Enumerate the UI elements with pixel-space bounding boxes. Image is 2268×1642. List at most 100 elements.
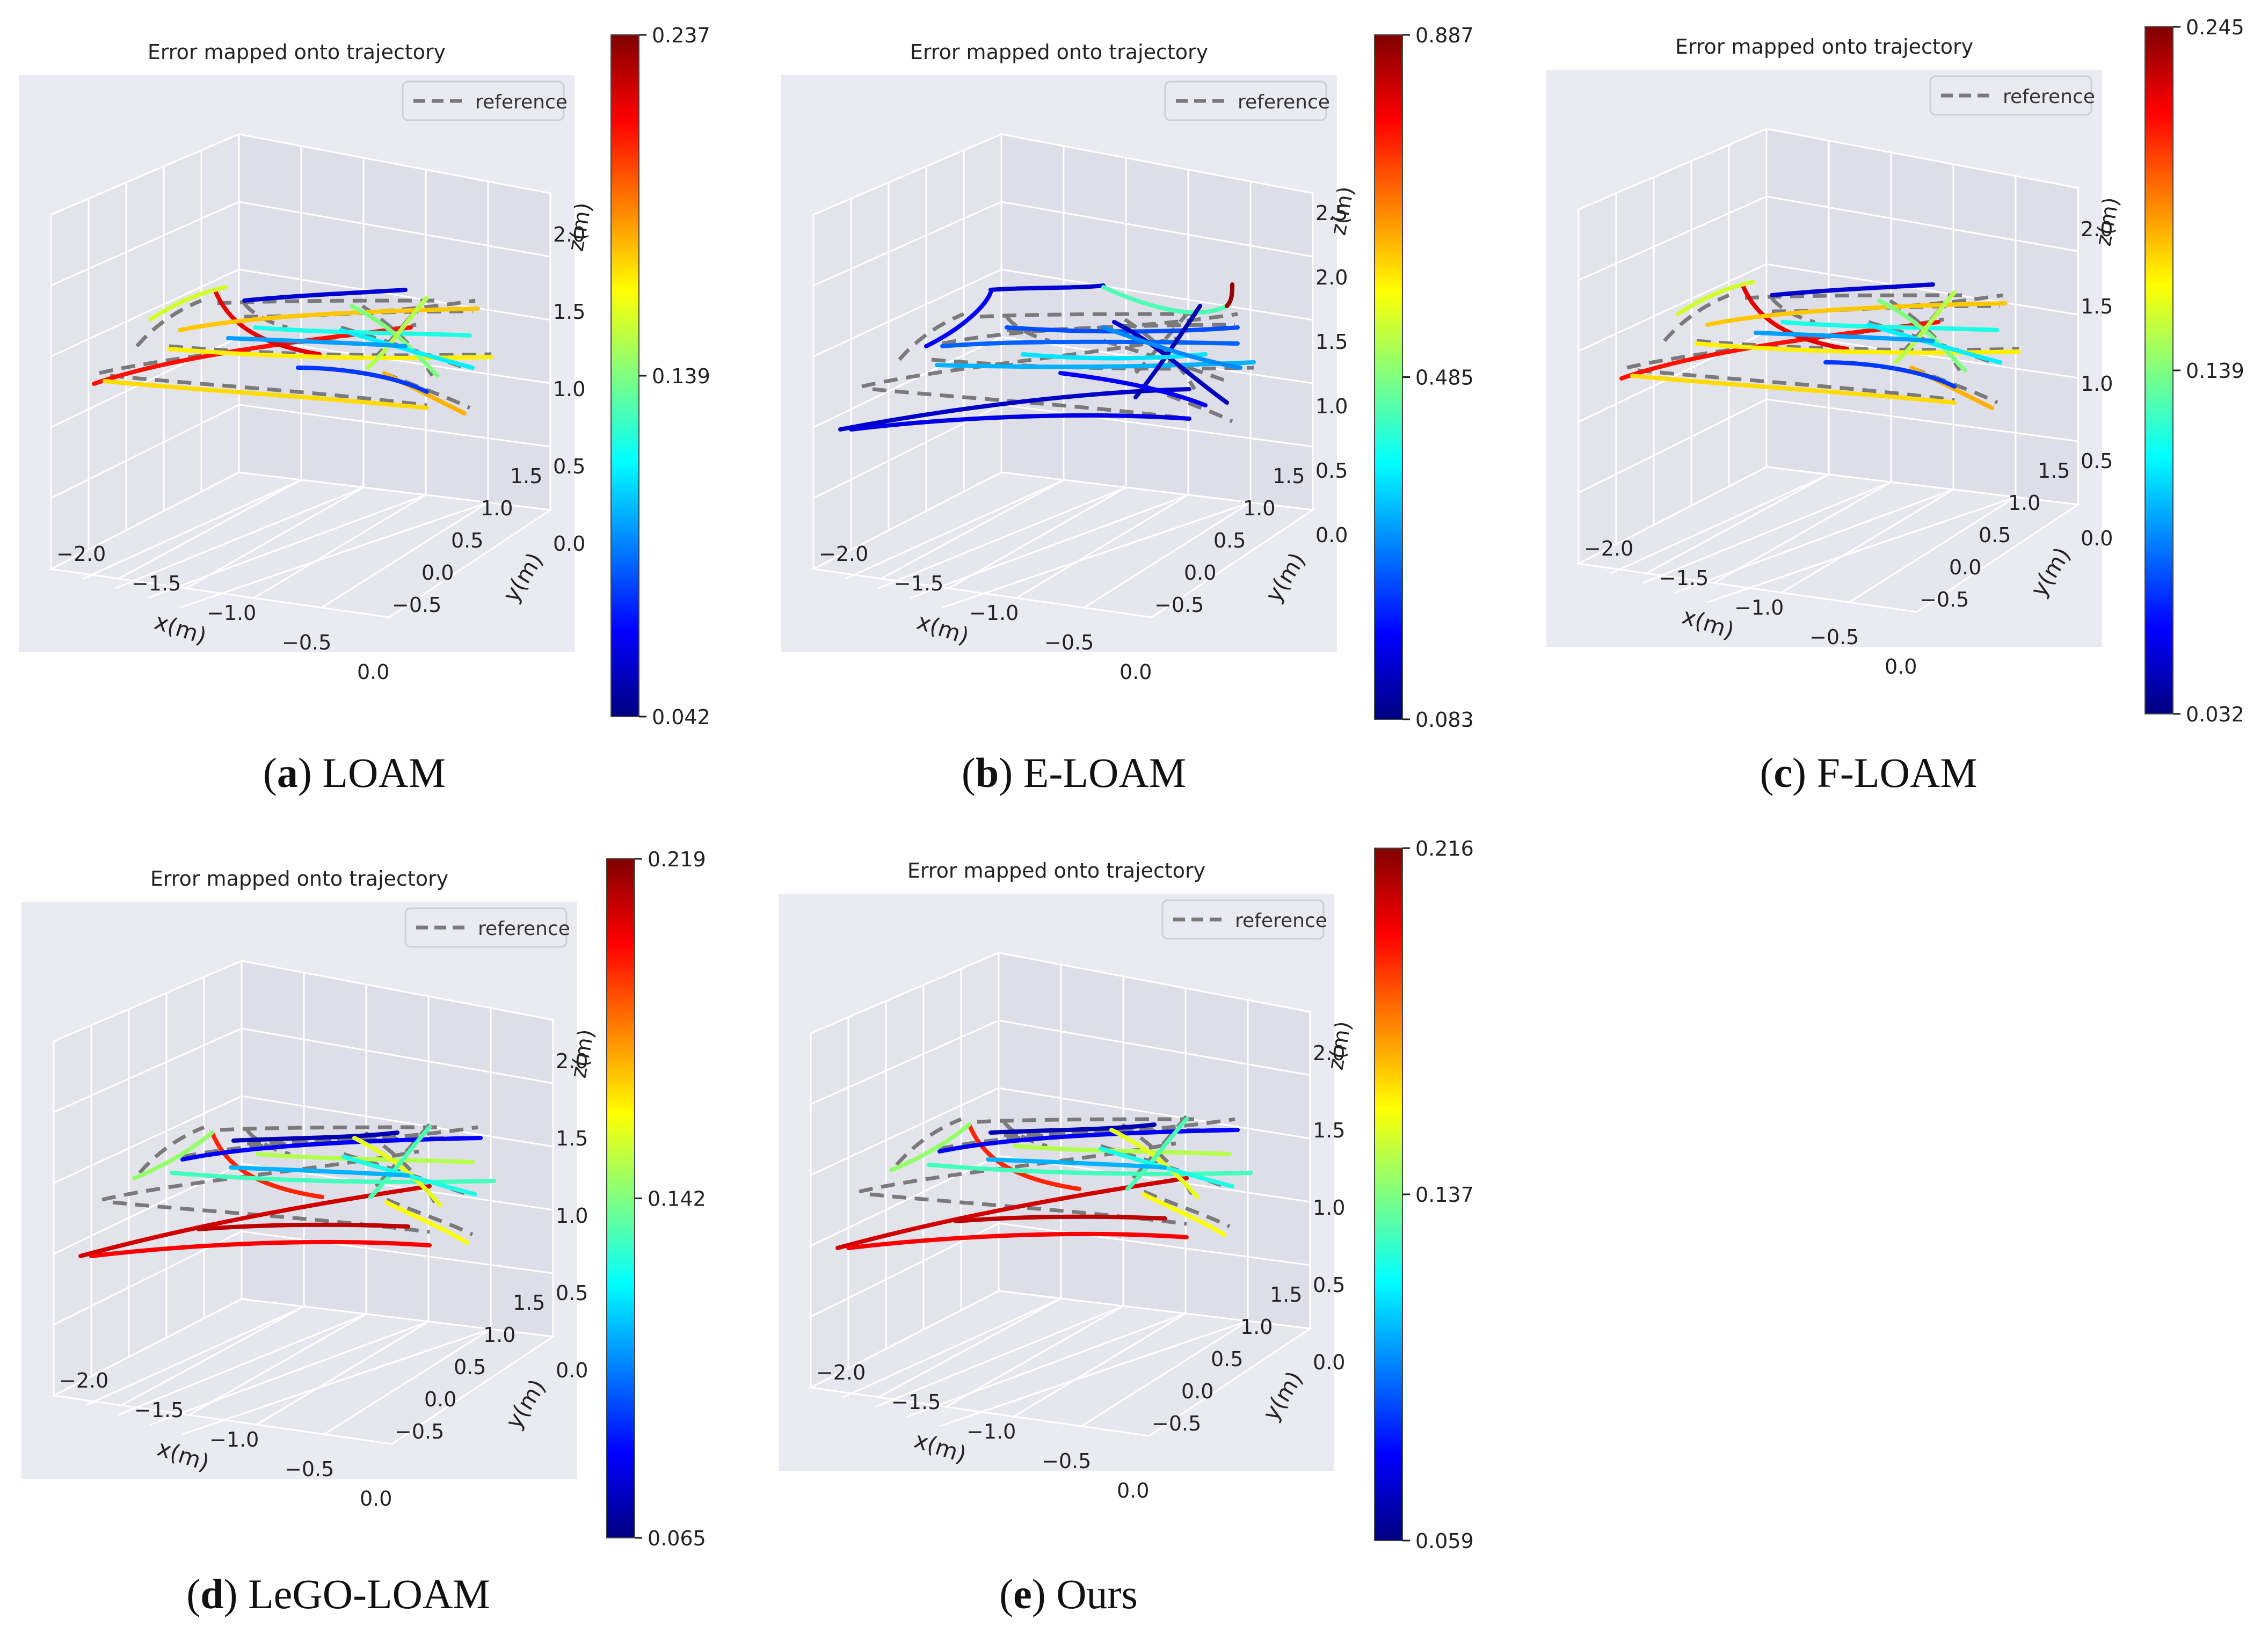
y-tick-label: −0.5 [1152,1412,1201,1435]
reference-segment [1005,315,1050,343]
trajectory-segment [384,1200,469,1245]
x-tick-label: −0.5 [1809,625,1859,649]
colorbar-max-label: 0.219 [648,848,706,871]
trajectory-segment [849,413,1191,432]
trajectory-segment [352,1136,442,1207]
x-tick-label: −1.0 [966,1420,1016,1443]
z-tick-label: 2.0 [1315,266,1348,289]
reference-segment [1744,293,1971,300]
z-tick-label: 1.0 [1315,395,1348,418]
colorbar-min-label: 0.083 [1415,708,1474,732]
panel-caption: (d) LeGO-LOAM [186,1571,490,1617]
reference-segment [977,1117,1203,1124]
colorbar [1374,848,1403,1541]
legend-label: reference [478,918,570,940]
legend: reference [404,907,570,948]
z-tick-label: 0.0 [556,1359,588,1382]
trajectory-segment [197,1222,410,1231]
z-tick-label: 0.0 [1315,523,1348,547]
trajectory-segment [1740,282,1849,351]
colorbar-max-label: 0.237 [652,24,710,47]
trajectory-segment [1770,282,1935,297]
trajectory-segment [1705,301,2008,327]
panel-caption: (c) F-LOAM [1760,749,1978,796]
floor-pane [808,1290,1313,1437]
estimated-trajectory [78,1125,496,1258]
reference-segment [1124,318,1197,390]
floor-pane [48,471,553,618]
y-tick-label: 1.0 [1240,1315,1273,1339]
z-tick-label: 0.0 [2081,527,2113,550]
y-tick-label: 0.0 [1181,1380,1213,1403]
z-tick-label: 1.0 [2081,372,2113,396]
y-tick-label: 0.5 [1979,523,2011,547]
trajectory-segment [1142,1192,1226,1237]
trajectory-segment [132,1130,214,1180]
x-tick-label: −1.5 [891,1390,941,1414]
plot-title: Error mapped onto trajectory [907,859,1205,882]
y-tick-label: 1.0 [483,1323,515,1347]
legend-label: reference [1238,91,1330,113]
x-tick-label: 0.0 [1885,655,1917,678]
trajectory-segment [940,339,1240,348]
trajectory-segment [967,1122,1081,1191]
x-tick-label: 0.0 [360,1487,392,1510]
trajectory-segment [986,1157,1167,1170]
estimated-trajectory [92,285,493,415]
reference-segment [861,336,1179,389]
z-tick-label: 0.0 [1313,1351,1345,1374]
colorbar [610,34,639,717]
trajectory-segment [1021,352,1208,361]
trajectory-segment [180,1136,483,1162]
legend-label: reference [2003,86,2095,108]
trajectory-segment [253,325,472,338]
trajectory-segment [1630,374,1957,405]
x-tick-label: −2.0 [816,1361,866,1384]
y-tick-label: 0.5 [451,529,483,552]
trajectory-segment [988,283,1106,292]
colorbar [606,858,635,1538]
x-tick-label: −1.5 [894,572,943,595]
trajectory-segment [1109,1128,1200,1199]
reference-segment [1143,1189,1231,1229]
legend: reference [1164,81,1330,121]
trajectory-segment [213,288,322,356]
z-tick-label: 0.5 [2081,449,2113,473]
x-tick-label: −0.5 [1042,1449,1091,1473]
reference-segment [243,302,288,330]
reference-segment [217,298,444,305]
x-tick-label: 0.0 [357,660,389,684]
colorbar-max-label: 0.887 [1415,24,1474,47]
y-tick-label: −0.5 [1920,588,1969,611]
z-tick-label: 1.0 [1313,1196,1345,1220]
colorbar-min-label: 0.032 [2186,703,2244,726]
trajectory-segment [1866,323,2002,364]
y-tick-label: 1.5 [2038,459,2070,483]
x-tick-label: −2.0 [819,542,868,566]
colorbar-max-label: 0.245 [2186,16,2244,39]
trajectory-segment [210,1130,324,1199]
y-tick-label: 0.5 [1211,1347,1243,1371]
estimated-trajectory [838,282,1256,432]
reference-segment [245,1128,290,1156]
z-tick-label: 1.5 [1313,1119,1345,1142]
trajectory-segment [89,1239,432,1258]
trajectory-segment [1101,285,1229,315]
trajectory-segment [1013,1144,1232,1156]
z-tick-label: 2.0 [553,223,585,246]
z-tick-label: 0.5 [556,1281,588,1305]
trajectory-segment [846,1231,1189,1250]
legend: reference [1161,899,1327,940]
trajectory-segment [988,1122,1157,1135]
x-tick-label: −2.0 [56,542,106,566]
reference-segment [169,344,492,357]
y-tick-label: −0.5 [395,1420,444,1443]
x-tick-label: −1.5 [1659,566,1709,590]
trajectory-segment [1893,290,1957,364]
reference-segment [246,1125,478,1145]
z-tick-label: 1.0 [556,1204,588,1228]
trajectory-segment [339,328,475,370]
z-tick-label: 2.0 [556,1049,588,1073]
